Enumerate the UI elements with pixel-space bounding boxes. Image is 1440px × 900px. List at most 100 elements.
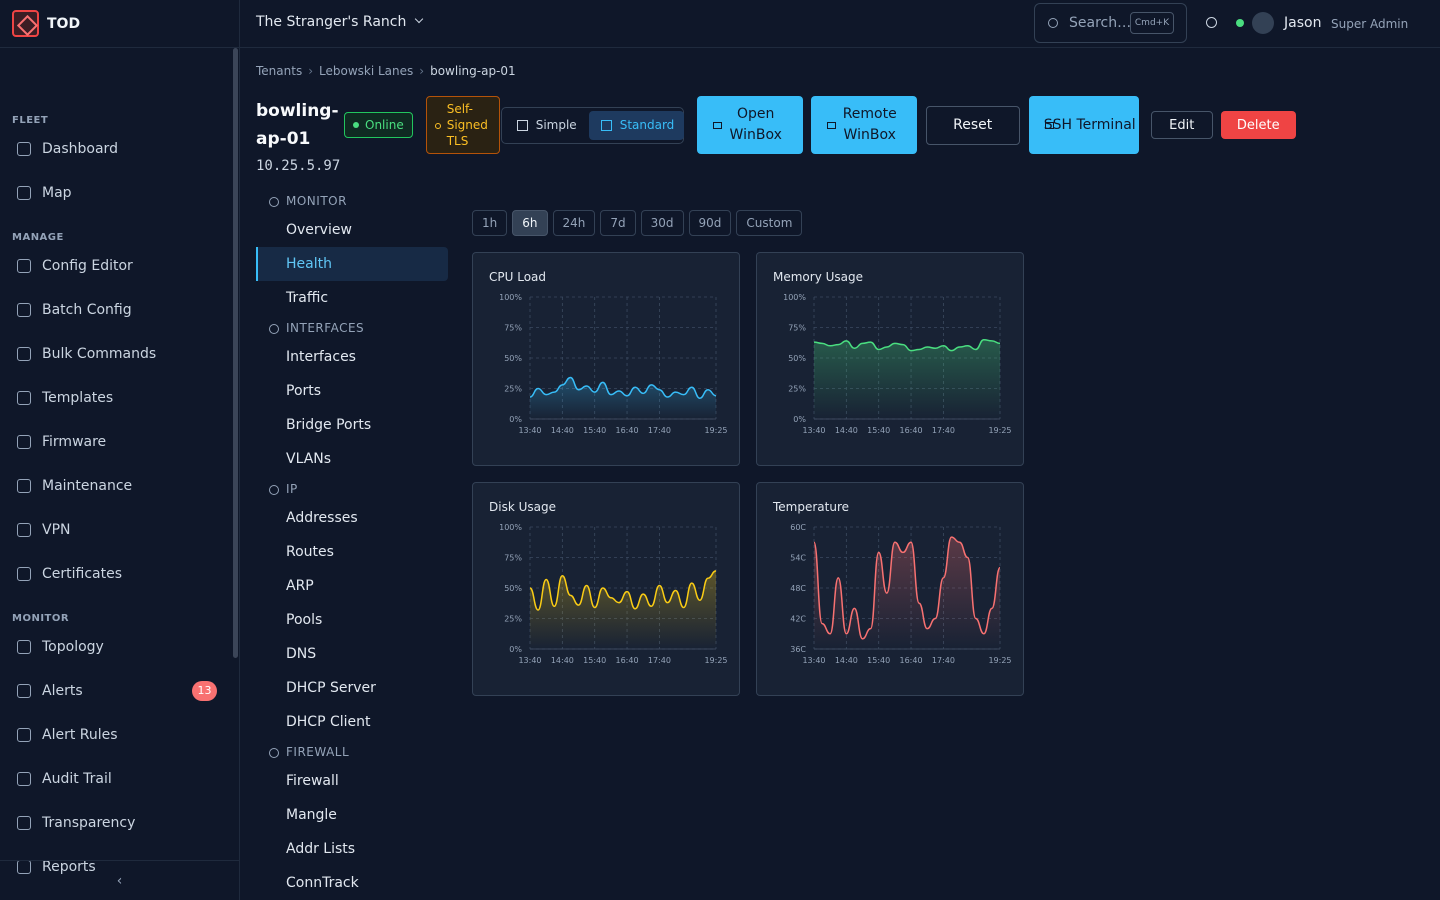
nav-label: Certificates xyxy=(42,566,122,582)
user-role: Super Admin xyxy=(1331,17,1408,31)
action-button[interactable]: Reset xyxy=(926,106,1020,145)
range-button[interactable]: 7d xyxy=(600,210,635,236)
y-tick-label: 75% xyxy=(788,324,806,333)
avatar[interactable] xyxy=(1252,12,1274,34)
subnav-item[interactable]: VLANs xyxy=(256,442,448,476)
nav-item[interactable]: Bulk Commands xyxy=(0,332,239,376)
nav-item[interactable]: Config Editor xyxy=(0,244,239,288)
nav-item[interactable]: VPN xyxy=(0,508,239,552)
status-dot xyxy=(1236,19,1244,27)
device-header: bowling-ap-01 Online Self-Signed TLS Sim… xyxy=(256,96,1296,154)
x-tick-label: 13:40 xyxy=(802,426,825,435)
y-tick-label: 48C xyxy=(790,584,806,593)
view-mode[interactable]: Standard xyxy=(589,111,685,140)
nav-item[interactable]: Maintenance xyxy=(0,464,239,508)
nav-item[interactable]: Topology xyxy=(0,625,239,669)
nav-icon xyxy=(17,772,31,786)
time-ranges: 1h6h24h7d30d90dCustom xyxy=(472,210,802,236)
action-button[interactable]: Delete xyxy=(1221,111,1296,139)
chart: Disk Usage0%25%50%75%100%13:4014:4015:40… xyxy=(473,483,739,695)
nav-label: Map xyxy=(42,185,72,201)
range-button[interactable]: 6h xyxy=(512,210,547,236)
nav-icon xyxy=(17,684,31,698)
subnav-item[interactable]: Addresses xyxy=(256,501,448,535)
nav-item[interactable]: Firmware xyxy=(0,420,239,464)
y-tick-label: 25% xyxy=(788,385,806,394)
nav-label: Bulk Commands xyxy=(42,346,156,362)
subnav-item[interactable]: Bridge Ports xyxy=(256,408,448,442)
action-button[interactable]: Remote WinBox xyxy=(811,96,917,154)
subnav-item[interactable]: Firewall xyxy=(256,764,448,798)
nav-item[interactable]: Transparency xyxy=(0,801,239,845)
breadcrumb-item: bowling-ap-01 xyxy=(430,64,516,78)
x-tick-label: 15:40 xyxy=(583,426,606,435)
range-button[interactable]: 24h xyxy=(553,210,596,236)
nav-item[interactable]: Alert Rules xyxy=(0,713,239,757)
subnav-item[interactable]: DHCP Client xyxy=(256,705,448,739)
nav-icon xyxy=(17,435,31,449)
nav-section-title: MANAGE xyxy=(0,232,239,244)
range-button[interactable]: 90d xyxy=(689,210,732,236)
scrollbar[interactable] xyxy=(233,48,238,658)
nav-item[interactable]: Alerts13 xyxy=(0,669,239,713)
range-button[interactable]: 30d xyxy=(641,210,684,236)
nav-item[interactable]: Certificates xyxy=(0,552,239,596)
x-tick-label: 13:40 xyxy=(518,426,541,435)
x-tick-label: 17:40 xyxy=(932,656,955,665)
nav-item[interactable]: Map xyxy=(0,171,239,215)
logo xyxy=(12,10,39,37)
breadcrumb-separator: › xyxy=(419,64,424,78)
breadcrumb-item[interactable]: Tenants xyxy=(256,64,302,78)
nav-icon xyxy=(17,186,31,200)
subnav-item[interactable]: Addr Lists xyxy=(256,832,448,866)
range-button[interactable]: 1h xyxy=(472,210,507,236)
subnav-item[interactable]: Overview xyxy=(256,213,448,247)
nav-icon xyxy=(17,479,31,493)
action-button[interactable]: Edit xyxy=(1151,111,1213,139)
y-tick-label: 75% xyxy=(504,324,522,333)
x-tick-label: 19:25 xyxy=(988,426,1011,435)
subnav-item[interactable]: Interfaces xyxy=(256,340,448,374)
nav-label: Alert Rules xyxy=(42,727,118,743)
view-mode[interactable]: Simple xyxy=(505,111,587,140)
nav-item[interactable]: Dashboard xyxy=(0,127,239,171)
subnav-item[interactable]: Ports xyxy=(256,374,448,408)
subnav-item[interactable]: DHCP Server xyxy=(256,671,448,705)
nav-item[interactable]: Templates xyxy=(0,376,239,420)
subnav-item[interactable]: ARP xyxy=(256,569,448,603)
user-name[interactable]: Jason xyxy=(1284,15,1321,31)
chart-card: CPU Load0%25%50%75%100%13:4014:4015:4016… xyxy=(472,252,740,466)
x-tick-label: 15:40 xyxy=(867,426,890,435)
subnav-item[interactable]: Routes xyxy=(256,535,448,569)
action-button[interactable]: Open WinBox xyxy=(697,96,803,154)
chart: Memory Usage0%25%50%75%100%13:4014:4015:… xyxy=(757,253,1023,465)
subnav-heading: MONITOR xyxy=(256,189,448,213)
subnav-item[interactable]: Health xyxy=(256,247,448,281)
chart-card: Disk Usage0%25%50%75%100%13:4014:4015:40… xyxy=(472,482,740,696)
subnav-item[interactable]: DNS xyxy=(256,637,448,671)
action-button[interactable]: SSH Terminal xyxy=(1029,96,1139,154)
nav-icon xyxy=(17,728,31,742)
subnav-item[interactable]: Mangle xyxy=(256,798,448,832)
nav-item[interactable]: Batch Config xyxy=(0,288,239,332)
y-tick-label: 75% xyxy=(504,554,522,563)
y-tick-label: 100% xyxy=(783,293,806,302)
subnav-item[interactable]: Traffic xyxy=(256,281,448,315)
x-tick-label: 17:40 xyxy=(648,656,671,665)
nav-item[interactable]: Audit Trail xyxy=(0,757,239,801)
range-button[interactable]: Custom xyxy=(736,210,802,236)
subnav-item[interactable]: ConnTrack xyxy=(256,866,448,900)
breadcrumb-item[interactable]: Lebowski Lanes xyxy=(319,64,413,78)
collapse-button[interactable]: ‹ xyxy=(0,860,239,900)
chart: Temperature36C42C48C54C60C13:4014:4015:4… xyxy=(757,483,1023,695)
view-toggle: SimpleStandard xyxy=(501,107,684,144)
topbar: The Stranger's Ranch Search…Cmd+K Jason … xyxy=(240,0,1440,48)
brand[interactable]: TOD xyxy=(0,0,239,48)
nav-label: Batch Config xyxy=(42,302,132,318)
tenant-select[interactable]: The Stranger's Ranch xyxy=(256,14,422,30)
theme-toggle[interactable] xyxy=(1206,17,1217,28)
search[interactable]: Search…Cmd+K xyxy=(1034,3,1187,43)
subnav-item[interactable]: Pools xyxy=(256,603,448,637)
nav-icon xyxy=(17,259,31,273)
